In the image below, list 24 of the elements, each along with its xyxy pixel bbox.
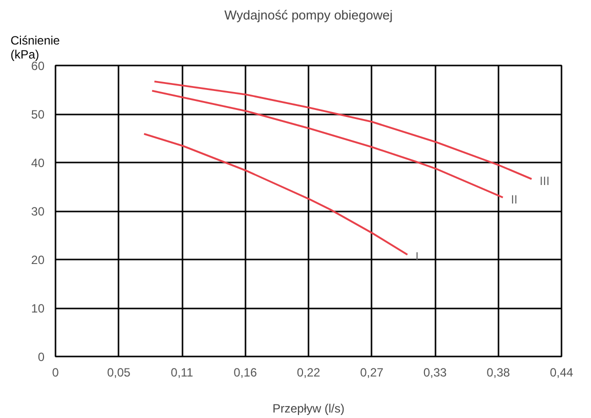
y-tick-label: 10	[31, 302, 45, 316]
x-tick-label: 0,33	[423, 366, 448, 380]
x-tick-label: 0,22	[296, 366, 321, 380]
y-tick-label: 20	[31, 253, 45, 267]
x-tick-label: 0,16	[234, 366, 258, 380]
line-series	[154, 80, 532, 180]
x-tick-label: 0,05	[107, 366, 131, 380]
series-label: II	[510, 192, 518, 206]
chart-title: Wydajność pompy obiegowej	[224, 8, 393, 22]
y-tick-label: 30	[31, 204, 45, 218]
line-series	[151, 90, 504, 198]
y-tick-label: 40	[31, 156, 45, 170]
y-tick-label: 50	[31, 108, 45, 122]
line-series	[143, 132, 408, 256]
x-tick-label: 0,44	[550, 366, 574, 380]
series-label: III	[540, 174, 550, 188]
series-label: I	[415, 250, 419, 264]
x-tick-label: 0,11	[170, 366, 194, 380]
x-tick-label: 0	[52, 366, 60, 380]
x-axis-title: Przepływ (l/s)	[272, 402, 345, 416]
y-axis-title: Ciśnienie (kPa)	[10, 34, 60, 62]
y-tick-label: 0	[38, 350, 45, 364]
x-tick-label: 0,27	[360, 366, 384, 380]
x-tick-label: 0,38	[486, 366, 510, 380]
